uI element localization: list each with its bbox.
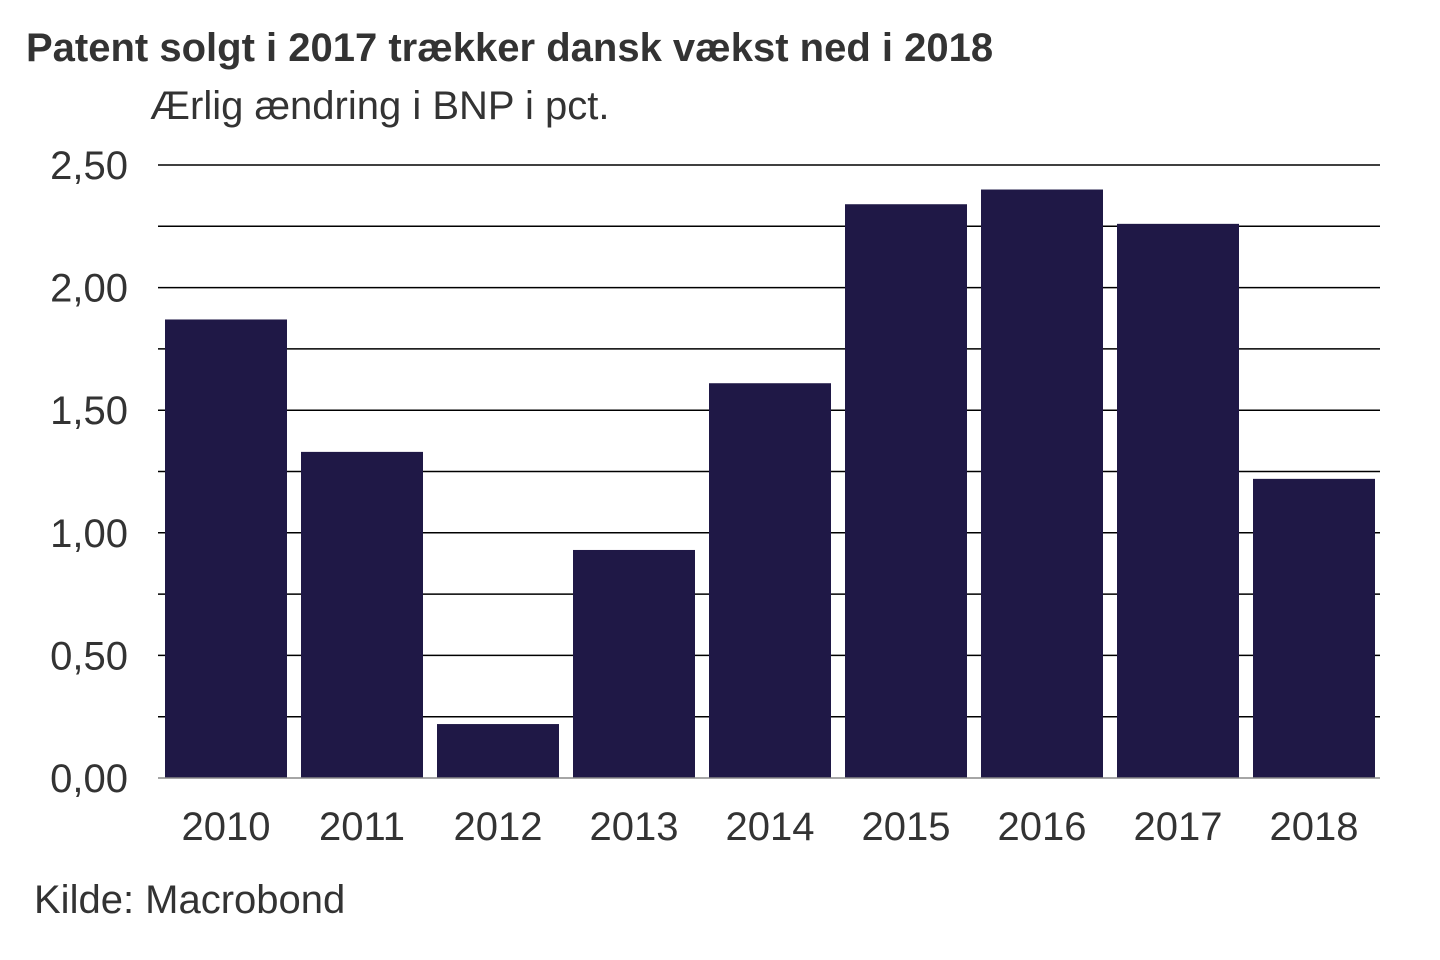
y-tick-label: 0,50: [50, 634, 128, 678]
bar-2011: [301, 451, 423, 778]
x-tick-label: 2017: [1134, 805, 1223, 849]
x-tick-label: 2012: [454, 805, 543, 849]
bar-2018: [1253, 478, 1375, 778]
chart-subtitle: Ærlig ændring i BNP i pct.: [150, 84, 610, 128]
x-tick-label: 2014: [726, 805, 815, 849]
x-tick-label: 2013: [590, 805, 679, 849]
chart-source: Kilde: Macrobond: [34, 878, 346, 922]
bar-2015: [845, 204, 967, 778]
y-tick-label: 1,50: [50, 389, 128, 433]
y-tick-label: 1,00: [50, 512, 128, 556]
y-tick-label: 2,00: [50, 267, 128, 311]
x-tick-label: 2018: [1270, 805, 1359, 849]
x-tick-label: 2011: [319, 805, 405, 849]
chart-title: Patent solgt i 2017 trækker dansk vækst …: [26, 26, 994, 70]
x-tick-label: 2016: [998, 805, 1087, 849]
bar-2016: [981, 189, 1103, 778]
x-tick-label: 2015: [862, 805, 951, 849]
y-tick-label: 0,00: [50, 757, 128, 801]
bar-2012: [437, 724, 559, 778]
y-tick-label: 2,50: [50, 144, 128, 188]
bar-2014: [709, 383, 831, 778]
bar-2017: [1117, 223, 1239, 778]
bar-2010: [165, 319, 287, 778]
bar-2013: [573, 549, 695, 778]
x-tick-label: 2010: [182, 805, 271, 849]
